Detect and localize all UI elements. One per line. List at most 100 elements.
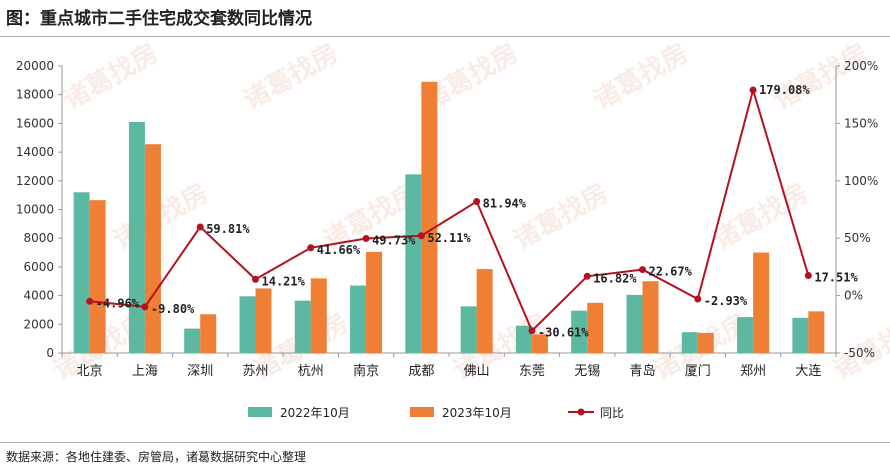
yoy-point-北京 [86, 297, 94, 305]
yoy-data-label: -2.93% [704, 294, 748, 308]
bottom-divider [0, 442, 890, 443]
bar-北京-2022年10月 [73, 192, 90, 353]
bar-苏州-2023年10月 [255, 288, 272, 353]
bar-无锡-2023年10月 [587, 302, 604, 353]
line-layer [86, 86, 812, 335]
yoy-data-label: 81.94% [483, 197, 527, 211]
yoy-data-label: 179.08% [759, 83, 810, 97]
bars-layer [73, 81, 825, 353]
y-left-tick-label: 8000 [23, 231, 54, 245]
y-right-tick-label: 50% [844, 231, 871, 245]
yoy-data-label: 52.11% [427, 231, 471, 245]
x-category-label: 郑州 [740, 364, 766, 379]
x-category-label: 北京 [77, 364, 103, 379]
bar-南京-2022年10月 [350, 285, 367, 353]
y-right-tick-label: 0% [844, 289, 863, 303]
yoy-point-杭州 [307, 244, 315, 252]
y-left-tick-label: 18000 [16, 88, 54, 102]
x-category-label: 东莞 [519, 364, 545, 379]
bar-深圳-2023年10月 [200, 314, 217, 353]
yoy-data-label: 16.82% [593, 271, 637, 285]
bar-青岛-2023年10月 [642, 281, 659, 353]
y-left-tick-label: 6000 [23, 260, 54, 274]
watermark-text: 诸葛找房 [109, 178, 214, 256]
bar-郑州-2022年10月 [737, 317, 754, 353]
bar-苏州-2022年10月 [239, 296, 256, 353]
yoy-point-无锡 [583, 272, 591, 280]
legend: 2022年10月 2023年10月 同比 [248, 406, 624, 420]
y-left-tick-label: 12000 [16, 174, 54, 188]
yoy-point-上海 [141, 303, 149, 311]
yoy-point-东莞 [528, 327, 536, 335]
x-category-label: 青岛 [629, 363, 655, 379]
yoy-point-青岛 [639, 266, 646, 274]
legend-label: 同比 [600, 406, 624, 420]
yoy-point-厦门 [694, 295, 702, 303]
yoy-data-label: 59.81% [206, 222, 250, 236]
watermark-text: 诸葛找房 [769, 38, 874, 116]
top-divider [0, 36, 890, 37]
watermark-text: 诸葛找房 [589, 38, 694, 116]
yoy-data-label: -30.61% [538, 326, 589, 340]
bar-南京-2023年10月 [366, 251, 383, 353]
yoy-point-大连 [804, 271, 812, 279]
yoy-point-苏州 [252, 275, 259, 283]
x-category-label: 佛山 [464, 364, 490, 379]
bar-上海-2023年10月 [144, 144, 161, 353]
bar-深圳-2022年10月 [184, 328, 201, 353]
yoy-data-label: -9.80% [151, 302, 195, 316]
bar-郑州-2023年10月 [753, 252, 770, 353]
legend-label: 2023年10月 [442, 406, 512, 420]
chart-title: 图：重点城市二手住宅成交套数同比情况 [6, 9, 312, 29]
yoy-data-label: 14.21% [262, 274, 306, 288]
y-right-tick-label: 150% [844, 116, 878, 130]
watermark-text: 诸葛找房 [59, 38, 164, 116]
bar-大连-2022年10月 [792, 317, 809, 353]
y-left-tick-label: 14000 [16, 145, 54, 159]
legend-label: 2022年10月 [280, 406, 350, 420]
legend-swatch-2023年10月 [410, 407, 434, 417]
y-right-tick-label: 100% [844, 174, 878, 188]
yoy-point-佛山 [473, 198, 481, 206]
y-left-tick-label: 2000 [23, 317, 54, 331]
yoy-point-深圳 [196, 223, 204, 231]
bar-佛山-2023年10月 [476, 269, 493, 353]
yoy-line [89, 86, 810, 333]
yoy-data-label: 22.67% [649, 265, 693, 279]
x-category-label: 无锡 [574, 364, 600, 379]
x-category-label: 厦门 [685, 364, 711, 379]
yoy-data-label: -4.96% [96, 296, 140, 310]
y-right-tick-label: 200% [844, 59, 878, 73]
x-category-label: 深圳 [187, 364, 213, 379]
x-category-label: 南京 [353, 363, 379, 379]
bar-厦门-2022年10月 [681, 332, 698, 353]
bar-佛山-2022年10月 [460, 306, 477, 353]
y-left-tick-label: 10000 [16, 203, 54, 217]
yoy-point-郑州 [749, 86, 757, 94]
x-category-label: 大连 [795, 363, 821, 379]
y-left-tick-label: 16000 [16, 116, 54, 130]
watermark-text: 诸葛找房 [709, 178, 814, 256]
x-category-label: 杭州 [298, 364, 324, 379]
x-category-label: 成都 [408, 364, 434, 379]
data-labels-layer: -4.96% -9.80% 59.81% 14.21% 41.66% 49.73% 52.1… [96, 83, 859, 340]
legend-swatch-2022年10月 [248, 407, 272, 417]
yoy-point-南京 [362, 235, 370, 243]
yoy-data-label: 41.66% [317, 243, 361, 257]
x-category-label: 苏州 [242, 363, 268, 379]
bar-成都-2022年10月 [405, 174, 422, 353]
bar-大连-2023年10月 [808, 311, 825, 353]
yoy-data-label: 49.73% [372, 234, 416, 248]
bar-厦门-2023年10月 [697, 332, 714, 353]
y-right-tick-label: -50% [844, 346, 875, 360]
yoy-point-成都 [417, 232, 425, 240]
bar-东莞-2022年10月 [515, 325, 532, 353]
bar-杭州-2023年10月 [310, 278, 327, 353]
y-left-tick-label: 20000 [16, 59, 54, 73]
watermark-text: 诸葛找房 [509, 178, 614, 256]
yoy-data-label: 17.51% [814, 270, 858, 284]
bar-上海-2022年10月 [128, 121, 145, 353]
y-left-tick-label: 4000 [23, 289, 54, 303]
bar-东莞-2023年10月 [531, 334, 548, 353]
watermark-text: 诸葛找房 [239, 38, 344, 116]
